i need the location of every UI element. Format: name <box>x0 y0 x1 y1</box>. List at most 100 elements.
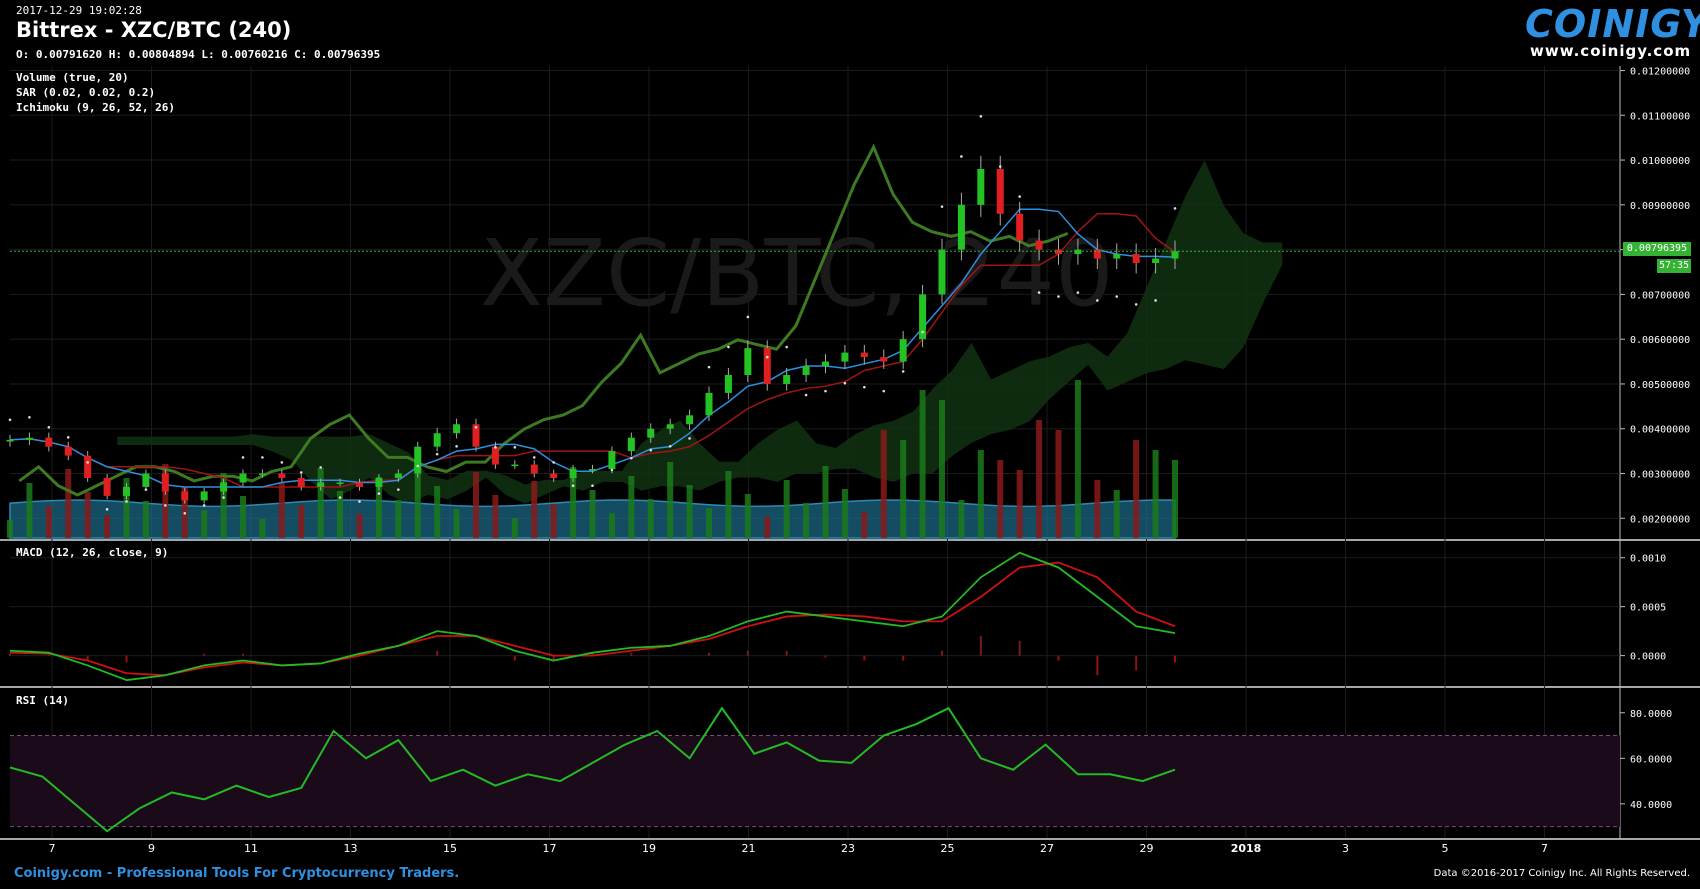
sar-dot <box>979 115 983 118</box>
volume-bar <box>414 463 421 538</box>
candle-body <box>841 352 849 362</box>
candle-body <box>491 446 499 465</box>
volume-bar <box>725 471 732 538</box>
candle-body <box>627 437 635 452</box>
volume-bar <box>686 485 693 538</box>
volume-bar <box>1152 450 1159 538</box>
y-tick-label: 0.00300000 <box>1630 470 1690 481</box>
sar-dot <box>513 446 517 449</box>
sar-dot <box>688 437 691 440</box>
x-tick-label: 27 <box>1040 842 1054 855</box>
volume-bar <box>1133 440 1140 538</box>
sar-dot <box>358 500 361 503</box>
candle-body <box>258 473 266 476</box>
candle-body <box>453 424 461 434</box>
sar-dot <box>47 425 51 429</box>
candle-body <box>1055 249 1062 255</box>
volume-bar <box>511 518 518 538</box>
volume-bar <box>706 508 712 538</box>
volume-bar <box>104 515 111 538</box>
candle-body <box>957 204 965 250</box>
sar-dot <box>435 452 439 456</box>
candle-body <box>589 469 596 471</box>
sar-dot <box>222 496 225 499</box>
volume-bar <box>803 503 810 538</box>
volume-bar <box>841 489 848 538</box>
candle-body <box>123 486 130 496</box>
ichimoku-cloud <box>117 160 1283 504</box>
macd-tick-label: 0.0000 <box>1630 652 1666 663</box>
candle-body <box>181 491 189 501</box>
sar-dot <box>1115 295 1119 298</box>
sar-indicator-label[interactable]: SAR (0.02, 0.02, 0.2) <box>16 86 156 99</box>
candle-body <box>142 473 150 487</box>
candle-body <box>414 446 422 474</box>
y-tick-label: 0.00200000 <box>1630 514 1690 525</box>
sar-dot <box>86 461 89 464</box>
sar-dot <box>125 500 128 503</box>
volume-bar <box>1113 490 1120 538</box>
coinigy-logo[interactable]: COINIGY <box>1525 2 1700 46</box>
sar-dot <box>998 165 1002 168</box>
sar-dot <box>746 315 750 319</box>
volume-bar <box>1055 430 1062 538</box>
macd-indicator-label[interactable]: MACD (12, 26, close, 9) <box>16 546 169 559</box>
x-tick-label: 3 <box>1342 842 1349 855</box>
candle-body <box>45 437 53 447</box>
rsi-indicator-label[interactable]: RSI (14) <box>16 694 69 707</box>
sar-dot <box>882 389 886 393</box>
candle-body <box>64 446 72 456</box>
ichimoku-indicator-label[interactable]: Ichimoku (9, 26, 52, 26) <box>16 101 175 114</box>
candle-body <box>220 482 228 492</box>
volume-bar <box>764 517 771 538</box>
volume-bar <box>201 510 208 538</box>
sar-dot <box>1057 295 1060 298</box>
x-tick-label: 11 <box>244 842 258 855</box>
logo-url[interactable]: www.coinigy.com <box>1530 42 1692 60</box>
sar-dot <box>707 365 711 369</box>
rsi-line <box>9 706 1176 833</box>
x-tick-label: 23 <box>841 842 855 855</box>
volume-bar <box>317 468 324 538</box>
sar-dot <box>1018 195 1021 198</box>
volume-bar <box>977 450 984 538</box>
sar-dot <box>494 446 497 449</box>
candle-body <box>84 455 92 478</box>
sar-dot <box>164 504 167 507</box>
sar-dot <box>397 488 400 491</box>
volume-bar <box>45 506 52 538</box>
volume-bar <box>822 466 829 538</box>
volume-bar <box>240 496 246 538</box>
sar-dot <box>455 444 458 448</box>
sar-dot <box>610 468 614 472</box>
volume-bar <box>434 486 441 538</box>
volume-bar <box>1036 420 1043 538</box>
sar-dot <box>824 389 827 393</box>
sar-dot <box>960 155 963 158</box>
sar-dot <box>921 330 924 334</box>
sar-dot <box>940 205 944 208</box>
ichimoku-base-line <box>9 213 1176 488</box>
x-tick-label: 19 <box>642 842 656 855</box>
volume-bar <box>142 501 149 538</box>
sar-dot <box>338 496 342 499</box>
x-tick-label: 17 <box>543 842 557 855</box>
y-tick-label: 0.00400000 <box>1630 425 1690 436</box>
sar-dot <box>474 425 478 429</box>
volume-bar <box>162 464 169 538</box>
footer-copyright: Data ©2016-2017 Coinigy Inc. All Rights … <box>1433 868 1690 879</box>
last-price-tag: 0.00796395 <box>1623 242 1691 256</box>
candle-body <box>1113 254 1121 259</box>
sar-dot <box>183 511 187 515</box>
sar-dot <box>1154 299 1157 302</box>
volume-bar <box>220 473 227 538</box>
volume-bar <box>997 460 1004 538</box>
candle-body <box>569 469 577 478</box>
candle-body <box>103 477 111 496</box>
footer-tagline[interactable]: Coinigy.com - Professional Tools For Cry… <box>14 866 460 881</box>
sar-dot <box>1096 299 1099 302</box>
candle-body <box>666 424 674 429</box>
sar-dot <box>532 456 536 459</box>
volume-indicator-label[interactable]: Volume (true, 20) <box>16 71 129 84</box>
